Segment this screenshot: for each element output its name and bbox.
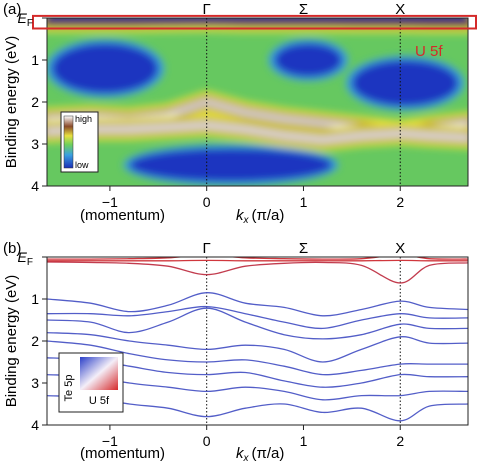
ytick-label-b-0: EF bbox=[18, 249, 33, 268]
low-intensity-region-3 bbox=[129, 148, 333, 182]
xtick-label-a-0: −1 bbox=[102, 194, 118, 210]
colorbar-high-label: high bbox=[75, 114, 92, 124]
panel-a-xlabel: kx (π/a) bbox=[236, 207, 284, 226]
band-line-5 bbox=[47, 307, 468, 340]
xtick-label-a-2: 1 bbox=[300, 194, 308, 210]
colorbar-low-label: low bbox=[75, 160, 89, 170]
panel-a: (a) U 5f high low Γ Σ X EF 1 2 3 4 −1 0 1 2 Bindi… bbox=[3, 1, 477, 226]
ytick-label-a-4: 4 bbox=[31, 178, 39, 194]
u5f-highlight-box bbox=[32, 14, 477, 30]
low-intensity-region-2 bbox=[351, 60, 459, 107]
xtick-label-b-1: 0 bbox=[203, 433, 211, 449]
legend-u5f-label: U 5f bbox=[89, 395, 110, 407]
xtick-label-b-0: −1 bbox=[102, 433, 118, 449]
band-line-10 bbox=[47, 394, 468, 422]
legend-te5p-label: Te 5p bbox=[63, 375, 75, 402]
band-line-6 bbox=[47, 331, 468, 363]
xtick-label-b-2: 1 bbox=[300, 433, 308, 449]
orbital-weight-legend: Te 5p U 5f bbox=[58, 352, 124, 413]
panel-b-ylabel: Binding energy (eV) bbox=[3, 275, 20, 408]
band-line-9 bbox=[47, 373, 468, 401]
colorbar-gradient bbox=[63, 115, 74, 169]
symmetry-label-b-1: Σ bbox=[299, 240, 308, 257]
ytick-label-b-1: 1 bbox=[31, 291, 39, 307]
ytick-label-a-0: EF bbox=[18, 10, 33, 29]
spectrum-top-edge bbox=[47, 18, 468, 22]
legend-gradient bbox=[80, 357, 118, 390]
panel-a-ylabel: Binding energy (eV) bbox=[3, 36, 20, 169]
low-intensity-region-1 bbox=[274, 43, 343, 77]
ytick-label-a-3: 3 bbox=[31, 136, 39, 152]
ytick-label-a-2: 2 bbox=[31, 94, 39, 110]
u5f-annotation: U 5f bbox=[415, 43, 443, 60]
panel-b-xlabel: kx (π/a) bbox=[236, 445, 284, 464]
band-structure-lines bbox=[47, 257, 468, 422]
panel-b-xlabel-prefix: (momentum) bbox=[80, 445, 165, 462]
panel-b-label: (b) bbox=[3, 240, 21, 257]
band-line-2 bbox=[47, 261, 468, 284]
ytick-label-a-1: 1 bbox=[31, 52, 39, 68]
ytick-label-b-4: 4 bbox=[31, 417, 39, 433]
xtick-label-a-3: 2 bbox=[396, 194, 404, 210]
symmetry-label-b-0: Γ bbox=[203, 240, 211, 257]
xtick-label-b-3: 2 bbox=[396, 433, 404, 449]
band-line-0 bbox=[47, 257, 468, 260]
band-line-4 bbox=[47, 305, 468, 330]
band-line-7 bbox=[47, 340, 468, 376]
low-intensity-region-0 bbox=[51, 43, 159, 94]
panel-a-xlabel-prefix: (momentum) bbox=[80, 207, 165, 224]
symmetry-label-a-0: Γ bbox=[203, 1, 211, 18]
symmetry-label-a-2: X bbox=[395, 1, 405, 18]
symmetry-label-a-1: Σ bbox=[299, 1, 308, 18]
symmetry-label-b-2: X bbox=[395, 240, 405, 257]
band-peak-2 bbox=[47, 122, 468, 143]
band-line-3 bbox=[47, 292, 468, 317]
ytick-label-b-2: 2 bbox=[31, 333, 39, 349]
band-line-8 bbox=[47, 357, 468, 388]
ytick-label-b-3: 3 bbox=[31, 375, 39, 391]
heatmap-intensity bbox=[47, 18, 468, 186]
panel-a-label: (a) bbox=[3, 1, 21, 18]
colorbar: high low bbox=[60, 111, 99, 173]
xtick-label-a-1: 0 bbox=[203, 194, 211, 210]
panel-b: (b) Te 5p U 5f Γ Σ X EF 1 2 3 4 −1 0 1 2 Binding … bbox=[3, 240, 469, 464]
